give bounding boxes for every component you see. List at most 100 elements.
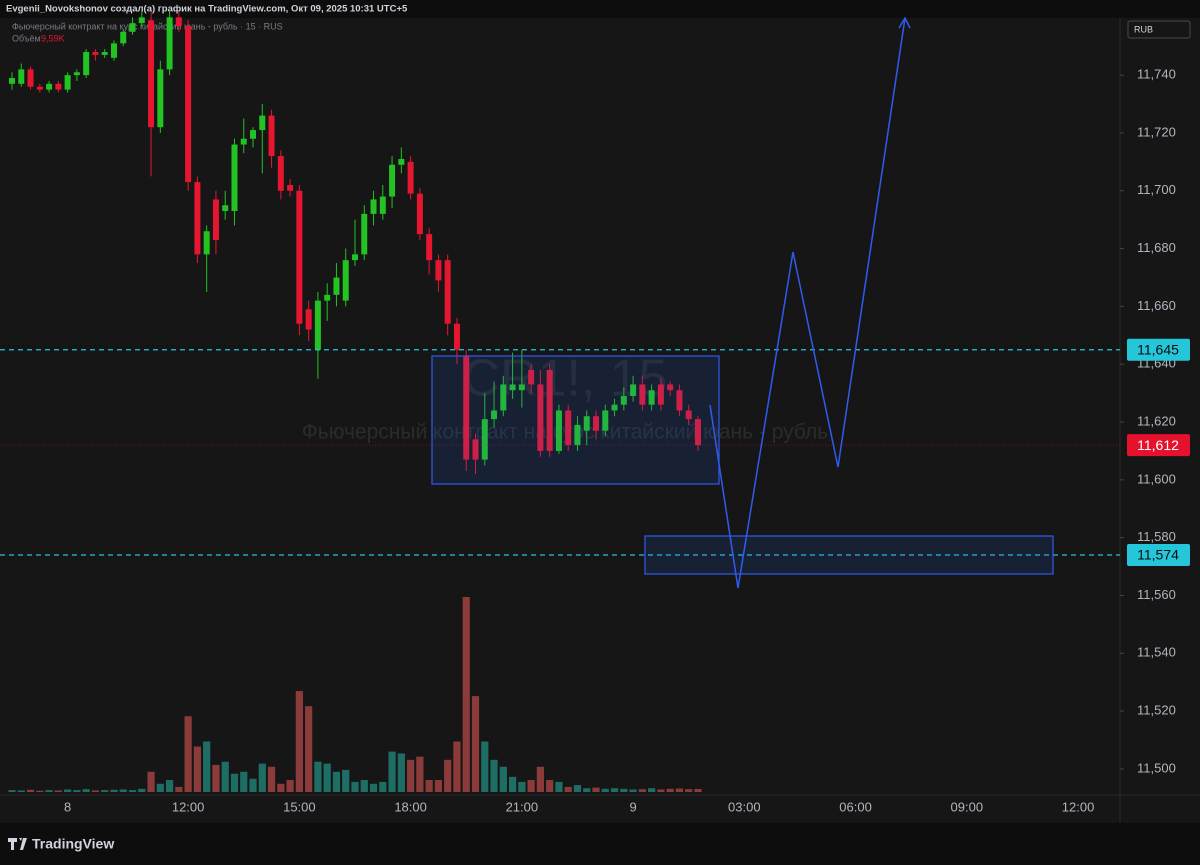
volume-bar xyxy=(434,780,443,792)
volume-bar xyxy=(573,785,582,792)
candle-body xyxy=(138,17,145,24)
candle-body xyxy=(398,158,405,165)
candle-body xyxy=(546,369,553,451)
y-tick-label: 11,500 xyxy=(1137,760,1176,775)
candle-body xyxy=(602,410,609,431)
y-tick-label: 11,560 xyxy=(1137,587,1176,602)
volume-bar xyxy=(128,790,137,792)
brand-name[interactable]: TradingView xyxy=(32,836,114,852)
volume-bar xyxy=(221,761,229,792)
candles xyxy=(9,11,701,475)
candle-body xyxy=(351,254,358,261)
volume-bar xyxy=(249,778,257,792)
volume-bar xyxy=(453,741,461,792)
volume-bar xyxy=(555,781,563,792)
level-label-box xyxy=(1127,543,1190,566)
y-tick-label: 11,660 xyxy=(1137,298,1176,313)
candle-body xyxy=(9,78,15,84)
candle-body xyxy=(509,384,516,391)
candle-body xyxy=(314,300,321,350)
volume-bar xyxy=(666,788,674,792)
candle-body xyxy=(129,23,136,32)
level-label: 11,645 xyxy=(1137,341,1179,357)
forecast-path[interactable] xyxy=(709,17,906,589)
volume-bar xyxy=(45,790,53,792)
volume-bar xyxy=(601,788,609,792)
candle-body xyxy=(101,52,108,55)
volume-bar xyxy=(193,746,201,792)
candle-body xyxy=(435,260,442,281)
volume-bar xyxy=(110,789,118,792)
volume-bar xyxy=(564,786,572,792)
candle-body xyxy=(444,260,451,324)
y-tick-label: 11,580 xyxy=(1137,529,1176,544)
x-tick-label: 21:00 xyxy=(506,799,539,814)
candle-body xyxy=(287,184,294,191)
volume-bar xyxy=(638,789,646,792)
candle-body xyxy=(296,190,303,324)
drawings xyxy=(431,16,1054,589)
header-text: Evgenii_Novokshonov создал(а) график на … xyxy=(6,4,408,15)
volume-bar xyxy=(230,773,239,792)
tradingview-logo[interactable]: TradingView xyxy=(8,836,114,852)
candle-body xyxy=(491,410,498,420)
x-tick-label: 09:00 xyxy=(951,799,984,814)
volume-bar xyxy=(620,788,628,792)
volume-bar xyxy=(295,691,303,792)
volume-bar xyxy=(203,741,211,792)
volume-bar xyxy=(416,756,424,792)
volume-bar xyxy=(360,780,368,792)
candle-body xyxy=(222,205,229,212)
range-box[interactable] xyxy=(431,355,720,485)
volume-bar xyxy=(36,790,44,792)
candle-body xyxy=(379,196,386,214)
volume-bar xyxy=(694,788,702,792)
y-tick-label: 11,540 xyxy=(1137,645,1176,660)
x-tick-label: 9 xyxy=(629,799,636,814)
candle-body xyxy=(333,277,340,295)
candle-body xyxy=(648,390,655,405)
candle-body xyxy=(166,17,173,70)
volume-bars xyxy=(8,597,702,792)
candle-body xyxy=(73,72,80,76)
candle-body xyxy=(194,182,201,255)
volume-bar xyxy=(277,783,285,792)
x-tick-label: 12:00 xyxy=(172,799,205,814)
forecast-arrow xyxy=(898,16,911,29)
candle-body xyxy=(64,75,71,90)
volume-bar xyxy=(73,790,81,792)
volume-bar xyxy=(165,780,174,792)
volume-bar xyxy=(610,788,619,792)
level-label: 11,574 xyxy=(1137,547,1179,563)
x-tick-label: 03:00 xyxy=(728,799,761,814)
candle-body xyxy=(324,294,331,301)
volume-bar xyxy=(26,789,35,792)
candle-body xyxy=(46,83,53,90)
target-box[interactable] xyxy=(644,535,1054,575)
y-tick-label: 11,520 xyxy=(1137,703,1176,718)
candle-body xyxy=(231,144,238,212)
volume-bar xyxy=(675,788,684,792)
x-tick-label: 06:00 xyxy=(839,799,872,814)
candle-body xyxy=(27,69,34,87)
x-tick-label: 8 xyxy=(64,799,71,814)
footer-bar xyxy=(0,823,1200,865)
y-tick-label: 11,740 xyxy=(1137,67,1176,82)
volume-bar xyxy=(119,789,127,792)
currency-label[interactable]: RUB xyxy=(1134,24,1153,34)
volume-bar xyxy=(657,789,665,792)
header-bar xyxy=(0,0,1200,18)
candle-body xyxy=(203,231,210,255)
candle-body xyxy=(212,199,219,240)
volume-bar xyxy=(332,771,341,792)
volume-bar xyxy=(240,771,248,792)
volume-bar xyxy=(425,780,433,792)
last-price-label: 11,612 xyxy=(1137,437,1179,453)
volume-bar xyxy=(91,790,100,792)
volume-bar xyxy=(212,764,220,792)
currency-box[interactable] xyxy=(1127,20,1191,39)
y-tick-label: 11,620 xyxy=(1137,413,1176,428)
candle-body xyxy=(426,234,433,261)
